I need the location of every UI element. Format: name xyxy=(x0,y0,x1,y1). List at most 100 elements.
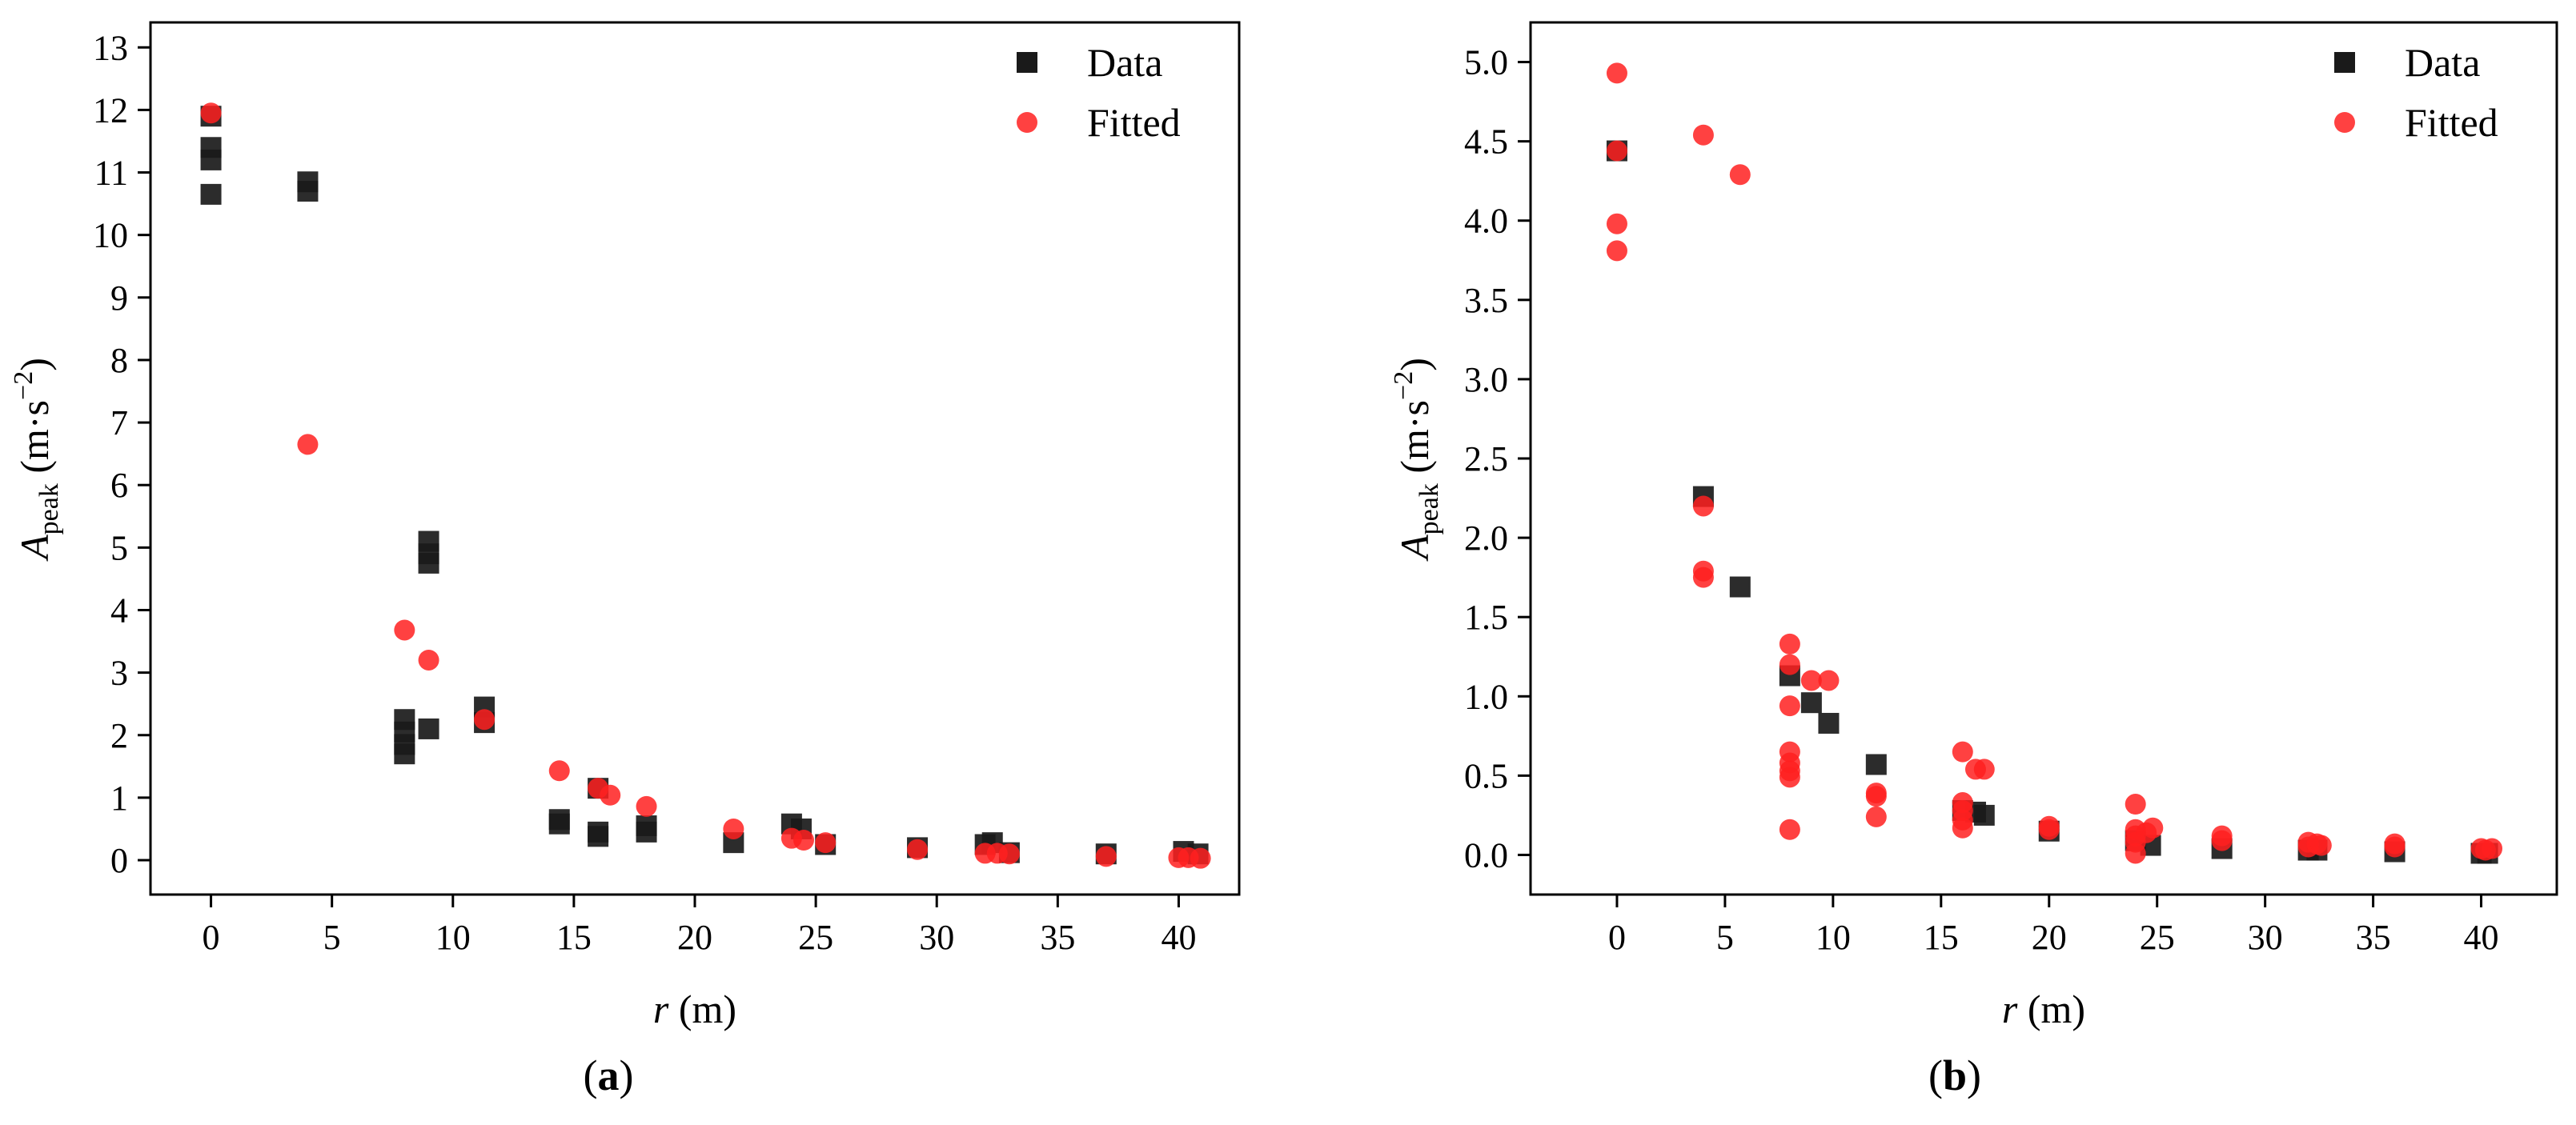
legend-fitted-label: Fitted xyxy=(2405,100,2498,145)
fitted-point xyxy=(1606,140,1627,162)
x-tick-label: 5 xyxy=(1716,918,1734,957)
panel-a-plot-marks xyxy=(200,102,1211,869)
caption-close-paren: ) xyxy=(620,1051,634,1099)
data-point xyxy=(1729,576,1751,598)
fitted-point xyxy=(1779,654,1800,675)
fitted-point xyxy=(907,839,929,860)
fitted-point xyxy=(474,709,496,731)
fitted-point xyxy=(2384,836,2405,858)
y-axis-label: Apeak (m·s−2) xyxy=(9,358,64,562)
data-point xyxy=(418,718,439,739)
y-tick-label: 3 xyxy=(110,654,128,693)
legend-fitted-label: Fitted xyxy=(1087,100,1181,145)
x-axis-unit: (m) xyxy=(2017,987,2085,1031)
fitted-point xyxy=(2211,830,2233,851)
y-axis-superscript: −2 xyxy=(9,371,38,400)
data-point xyxy=(418,552,439,574)
fitted-point xyxy=(2125,843,2146,864)
fitted-point xyxy=(2125,794,2146,815)
x-tick-label: 25 xyxy=(798,918,833,957)
panel-b-ticks: 0 5 10 15 20 25 30 35 40 0.0 0.5 1.0 1.5 2.0 2.5 3.0 3.5… xyxy=(1464,43,2499,957)
x-tick-label: 25 xyxy=(2140,918,2175,957)
y-tick-label: 7 xyxy=(110,403,128,442)
x-tick-label: 15 xyxy=(1924,918,1959,957)
y-tick-label: 0 xyxy=(110,841,128,880)
caption-letter: b xyxy=(1943,1051,1967,1099)
x-axis-variable: r xyxy=(2002,987,2018,1031)
y-tick-label: 2 xyxy=(110,716,128,755)
y-tick-label: 1 xyxy=(110,779,128,818)
fitted-point xyxy=(297,434,319,455)
fitted-point xyxy=(1606,240,1627,262)
y-axis-subscript: peak xyxy=(1414,483,1444,534)
fitted-point xyxy=(1952,741,1973,763)
fitted-point xyxy=(723,818,744,839)
panel-a-plot-frame xyxy=(149,21,1241,896)
data-point xyxy=(200,183,222,205)
legend-fitted-marker xyxy=(2334,112,2355,133)
fitted-point xyxy=(2038,819,2060,840)
panel-a-caption: (a) xyxy=(584,1051,634,1099)
fitted-point xyxy=(600,784,621,806)
legend-data-label: Data xyxy=(2405,40,2480,85)
y-tick-label: 12 xyxy=(93,90,128,130)
data-point xyxy=(200,149,222,170)
panel-b-plot-frame xyxy=(1529,21,2558,896)
y-tick-label: 10 xyxy=(93,216,128,255)
x-axis-label: r (m) xyxy=(2002,987,2085,1031)
fitted-point xyxy=(394,619,415,641)
data-point xyxy=(394,743,415,765)
panel-b-plot-marks xyxy=(1606,62,2503,864)
y-tick-label: 1.0 xyxy=(1464,677,1508,716)
fitted-point xyxy=(418,649,439,671)
y-tick-label: 9 xyxy=(110,278,128,318)
x-tick-label: 30 xyxy=(2248,918,2283,957)
y-tick-label: 1.5 xyxy=(1464,598,1508,637)
x-tick-label: 10 xyxy=(1816,918,1851,957)
fitted-point xyxy=(1095,846,1117,867)
y-axis-superscript: −2 xyxy=(1389,371,1418,400)
y-tick-label: 4.5 xyxy=(1464,122,1508,162)
data-point xyxy=(1818,712,1840,734)
fitted-point xyxy=(2310,835,2332,856)
data-point xyxy=(636,821,657,843)
data-point xyxy=(1865,754,1887,775)
fitted-point xyxy=(815,832,837,854)
fitted-point xyxy=(1779,767,1800,788)
fitted-point xyxy=(1818,670,1840,691)
y-tick-label: 0.5 xyxy=(1464,756,1508,795)
fitted-point xyxy=(998,843,1020,865)
fitted-point xyxy=(2142,817,2164,839)
y-tick-label: 2.0 xyxy=(1464,518,1508,558)
y-axis-subscript: peak xyxy=(34,483,64,534)
y-tick-label: 4 xyxy=(110,591,128,630)
fitted-point xyxy=(1692,567,1714,588)
legend-fitted-marker xyxy=(1017,112,1037,133)
y-tick-label: 4.0 xyxy=(1464,202,1508,241)
y-tick-label: 11 xyxy=(94,154,128,193)
fitted-point xyxy=(2482,838,2503,859)
legend-data-label: Data xyxy=(1087,40,1162,85)
x-axis-label: r (m) xyxy=(653,987,736,1031)
x-tick-label: 10 xyxy=(435,918,471,957)
fitted-point xyxy=(1606,62,1627,84)
data-point xyxy=(548,813,570,835)
panel-b: 0 5 10 15 20 25 30 35 40 0.0 0.5 1.0 1.5 2.0 2.5 3.0 3.5… xyxy=(1389,21,2558,1099)
data-point xyxy=(1800,692,1822,714)
y-tick-label: 13 xyxy=(93,28,128,67)
fitted-point xyxy=(548,760,570,782)
y-tick-label: 0.0 xyxy=(1464,835,1508,875)
y-axis-unit-open: (m·s xyxy=(1392,400,1437,483)
fitted-point xyxy=(1606,213,1627,234)
x-tick-label: 15 xyxy=(556,918,592,957)
data-point xyxy=(297,180,319,202)
fitted-point xyxy=(1190,847,1211,869)
legend-data-marker xyxy=(2334,52,2355,73)
x-axis-variable: r xyxy=(653,987,669,1031)
data-point xyxy=(1973,804,1995,826)
x-tick-label: 5 xyxy=(323,918,341,957)
fitted-point xyxy=(1692,495,1714,517)
